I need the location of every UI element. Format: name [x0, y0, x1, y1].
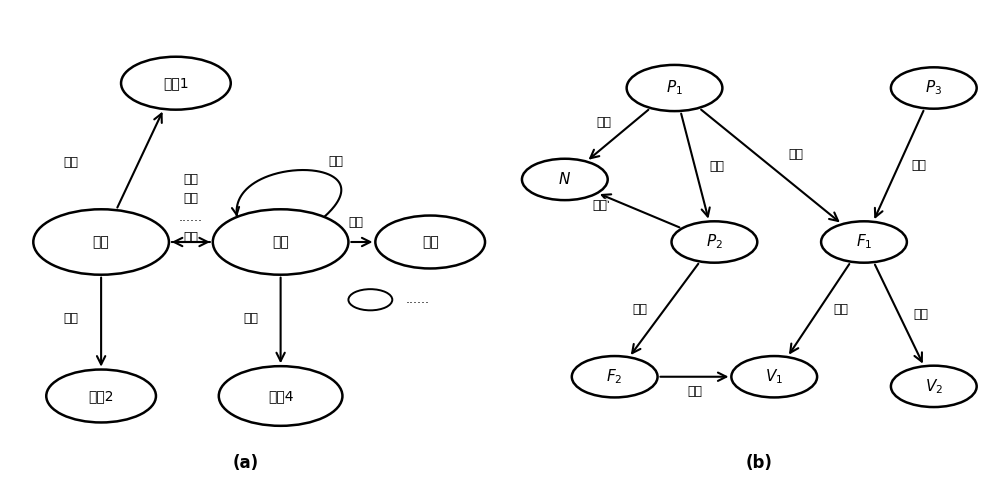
Text: $P_1$: $P_1$ [666, 79, 683, 97]
Text: 属性1: 属性1 [163, 76, 189, 90]
Text: 创建: 创建 [328, 155, 343, 167]
Circle shape [219, 366, 342, 426]
Text: 进程: 进程 [272, 235, 289, 249]
Text: $N$: $N$ [558, 171, 571, 187]
Text: 包含: 包含 [243, 313, 258, 326]
Text: 属性4: 属性4 [268, 389, 293, 403]
Text: (b): (b) [746, 454, 773, 472]
Circle shape [375, 215, 485, 269]
Circle shape [627, 65, 722, 111]
Circle shape [891, 366, 977, 407]
Text: $V_1$: $V_1$ [765, 367, 783, 386]
Text: 包含: 包含 [64, 313, 79, 326]
Text: 读取: 读取 [183, 231, 198, 243]
Text: 文件: 文件 [93, 235, 109, 249]
Circle shape [672, 221, 757, 263]
Text: 包含: 包含 [687, 385, 702, 398]
Text: 写入: 写入 [183, 173, 198, 186]
Text: (a): (a) [233, 454, 259, 472]
Text: $V_2$: $V_2$ [925, 377, 943, 396]
Circle shape [522, 159, 608, 200]
Circle shape [121, 57, 231, 110]
Text: 写入: 写入 [632, 303, 647, 316]
Circle shape [891, 67, 977, 109]
Text: ......: ...... [179, 212, 203, 225]
Text: ......: ...... [405, 293, 429, 306]
Text: 网络: 网络 [422, 235, 439, 249]
Text: 属性2: 属性2 [88, 389, 114, 403]
Text: 包含: 包含 [64, 156, 79, 169]
Text: 写入: 写入 [788, 148, 803, 161]
Text: $F_2$: $F_2$ [606, 367, 623, 386]
Circle shape [348, 289, 392, 310]
Text: 创建: 创建 [183, 192, 198, 205]
Circle shape [213, 209, 348, 275]
Text: 连接: 连接 [348, 216, 363, 229]
Circle shape [821, 221, 907, 263]
Text: 包含: 包含 [913, 308, 928, 321]
Text: $P_3$: $P_3$ [925, 79, 942, 97]
Text: $P_2$: $P_2$ [706, 233, 723, 251]
Text: $F_1$: $F_1$ [856, 233, 872, 251]
Text: 连接: 连接 [596, 116, 611, 129]
Circle shape [46, 369, 156, 423]
Text: 包含: 包含 [834, 303, 849, 316]
Text: 读取: 读取 [911, 158, 926, 171]
Circle shape [33, 209, 169, 275]
Text: 连接: 连接 [592, 199, 607, 212]
Circle shape [572, 356, 658, 397]
Text: 创建: 创建 [709, 160, 724, 173]
Circle shape [731, 356, 817, 397]
